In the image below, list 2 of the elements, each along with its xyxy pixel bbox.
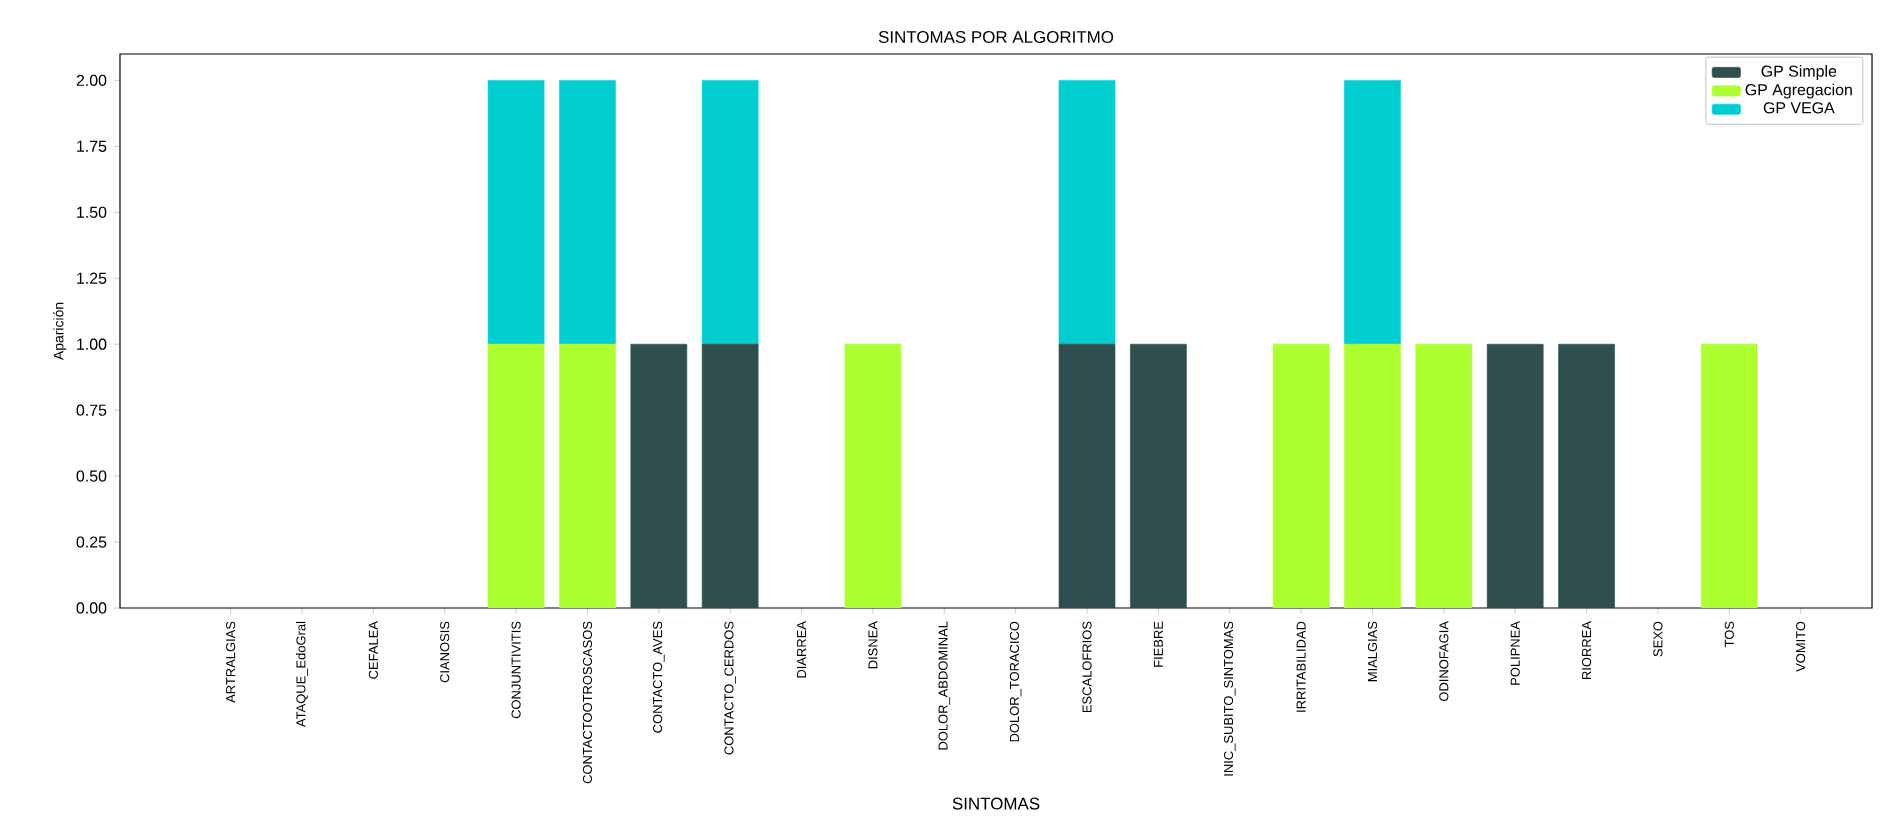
- chart-title: SINTOMAS POR ALGORITMO: [878, 31, 1114, 43]
- x-axis-title: SINTOMAS: [952, 797, 1040, 810]
